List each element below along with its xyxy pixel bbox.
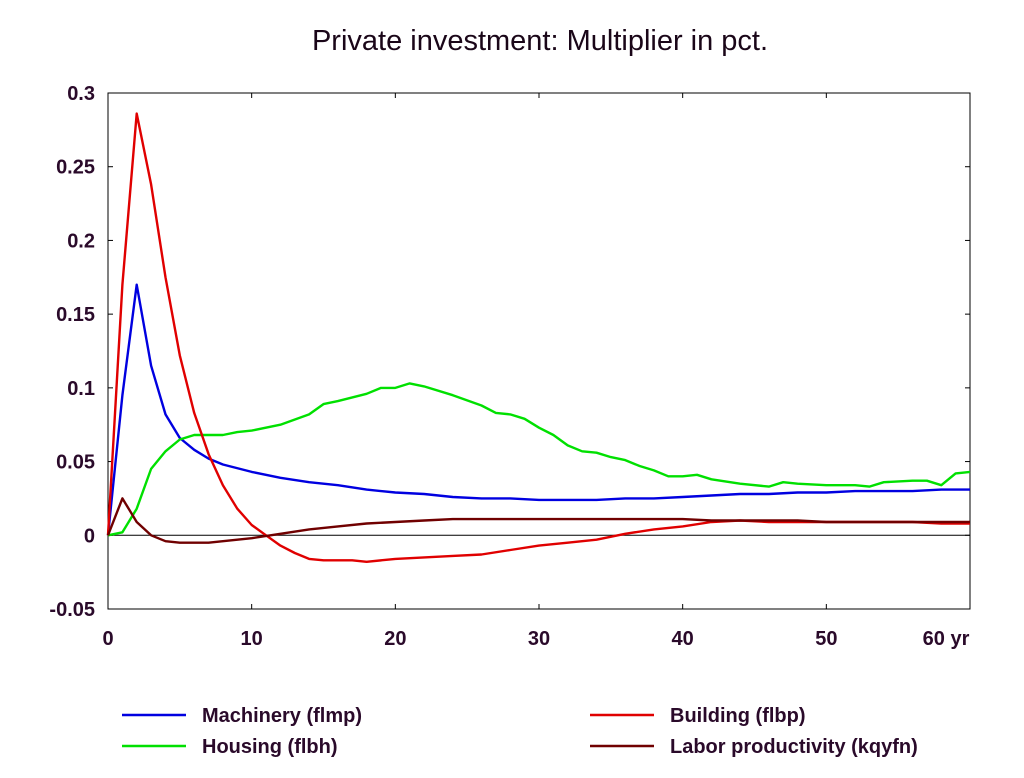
x-tick-label: 50 [815,628,837,650]
y-tick-label: 0.2 [67,230,95,252]
y-tick-label: -0.05 [49,599,95,621]
legend-label-4: Labor productivity (kqyfn) [670,736,918,758]
series-lines [106,112,971,563]
plot-frame [107,92,971,610]
legend-label-1: Machinery (flmp) [202,705,362,727]
series-line-1 [106,283,970,536]
x-tick-label: 60 yr [923,628,970,650]
x-tick-label: 0 [102,628,113,650]
legend-label-2: Housing (flbh) [202,736,338,758]
plot-axes [107,92,971,610]
y-tick-label: 0.3 [67,83,95,105]
series-line-2 [107,382,971,537]
y-tick-label: 0.25 [56,157,95,179]
series-line-3 [106,112,970,563]
y-tick-label: 0.05 [56,452,95,474]
y-tick-label: 0.1 [67,378,95,400]
series-line-4 [106,497,970,544]
legend-label-3: Building (flbp) [670,705,806,727]
legend: Machinery (flmp) Housing (flbh) Building (… [122,705,918,758]
x-tick-label: 40 [672,628,694,650]
y-tick-label: 0 [84,525,95,547]
y-tick-label: 0.15 [56,304,95,326]
axis-ticks: -0.05 0 0.05 0.1 0.15 0.2 0.25 0.3 0 10 20 30 40 50 60… [49,83,971,650]
chart-title: Private investment: Multiplier in pct. [312,25,768,57]
x-tick-label: 20 [384,628,406,650]
x-tick-label: 10 [241,628,263,650]
x-tick-label: 30 [528,628,550,650]
